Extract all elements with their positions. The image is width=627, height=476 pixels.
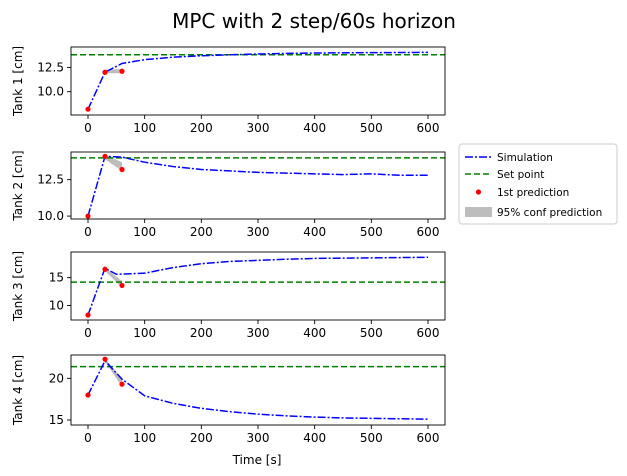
axes-frame [70, 46, 446, 116]
x-tick-label: 400 [303, 326, 326, 340]
legend: Simulation Set point 1st prediction 95% con… [458, 143, 618, 225]
y-axis-label: Tank 3 [cm] [11, 251, 25, 322]
prediction-point [102, 356, 108, 362]
legend-box [458, 143, 618, 225]
legend-entry-label: Simulation [497, 152, 553, 164]
legend-confidence-swatch [465, 207, 492, 217]
x-tick-label: 500 [360, 431, 383, 445]
subplot-2: 0 100 200 300 400 500 600 10.0 12.5 Tank 2 [cm] [11, 150, 446, 239]
prediction-point [119, 166, 125, 173]
x-tick-label: 400 [303, 431, 326, 445]
x-tick-label: 300 [247, 326, 270, 340]
legend-entry-label: 1st prediction [497, 187, 569, 199]
y-tick-label: 20 [49, 371, 64, 385]
y-axis-label: Tank 1 [cm] [11, 46, 25, 117]
x-tick-label: 100 [133, 431, 156, 445]
x-tick-label: 600 [417, 431, 440, 445]
y-tick-label: 10 [49, 299, 64, 313]
x-tick-label: 500 [360, 121, 383, 135]
simulation-line [87, 256, 429, 316]
chart-title: MPC with 2 step/60s horizon [172, 9, 456, 33]
subplot-3: 0 100 200 300 400 500 600 10 15 Tank 3 [cm] [11, 251, 446, 340]
prediction-point [102, 69, 108, 75]
x-tick-label: 100 [133, 326, 156, 340]
x-axis-label: Time [s] [232, 453, 282, 467]
confidence-band [105, 154, 122, 171]
prediction-point [119, 381, 125, 387]
x-tick-label: 0 [84, 326, 92, 340]
x-tick-label: 100 [133, 121, 156, 135]
x-tick-label: 600 [417, 121, 440, 135]
y-axis-label: Tank 2 [cm] [11, 150, 25, 221]
prediction-point [102, 153, 108, 159]
y-tick-label: 15 [49, 271, 64, 285]
x-tick-label: 200 [190, 431, 213, 445]
x-tick-label: 500 [360, 225, 383, 239]
x-tick-label: 400 [303, 121, 326, 135]
x-tick-label: 400 [303, 225, 326, 239]
y-tick-label: 10.0 [37, 85, 64, 99]
x-tick-label: 300 [247, 121, 270, 135]
y-tick-label: 12.5 [37, 173, 64, 187]
x-tick-label: 0 [84, 121, 92, 135]
x-tick-label: 300 [247, 431, 270, 445]
x-tick-label: 600 [417, 225, 440, 239]
axes-frame [70, 151, 446, 220]
legend-prediction-swatch [475, 189, 482, 195]
axes-frame [70, 251, 446, 321]
prediction-point [85, 312, 91, 318]
x-tick-label: 200 [190, 225, 213, 239]
x-tick-label: 600 [417, 326, 440, 340]
legend-entry-label: 95% conf prediction [497, 207, 602, 219]
prediction-point [85, 392, 91, 398]
confidence-band [105, 358, 122, 387]
y-tick-label: 10.0 [37, 209, 64, 223]
prediction-point [119, 68, 125, 74]
prediction-point [102, 266, 108, 272]
y-axis-label: Tank 4 [cm] [11, 355, 25, 426]
x-tick-label: 100 [133, 225, 156, 239]
prediction-point [119, 282, 125, 289]
confidence-band [105, 267, 122, 288]
prediction-point [85, 106, 91, 112]
y-tick-label: 12.5 [37, 60, 64, 74]
subplot-1: 0 100 200 300 400 500 600 10.0 12.5 Tank 1 [cm] [11, 46, 446, 135]
x-tick-label: 500 [360, 326, 383, 340]
subplot-4: 0 100 200 300 400 500 600 15 20 Tank 4 [cm] [11, 354, 446, 445]
x-tick-label: 0 [84, 431, 92, 445]
prediction-point [85, 213, 91, 219]
y-tick-label: 15 [49, 413, 64, 427]
x-tick-label: 200 [190, 121, 213, 135]
x-tick-label: 0 [84, 225, 92, 239]
x-tick-label: 300 [247, 225, 270, 239]
simulation-line [87, 155, 428, 217]
simulation-line [87, 51, 429, 110]
simulation-line [87, 359, 429, 420]
x-tick-label: 200 [190, 326, 213, 340]
legend-entry-label: Set point [497, 169, 544, 181]
